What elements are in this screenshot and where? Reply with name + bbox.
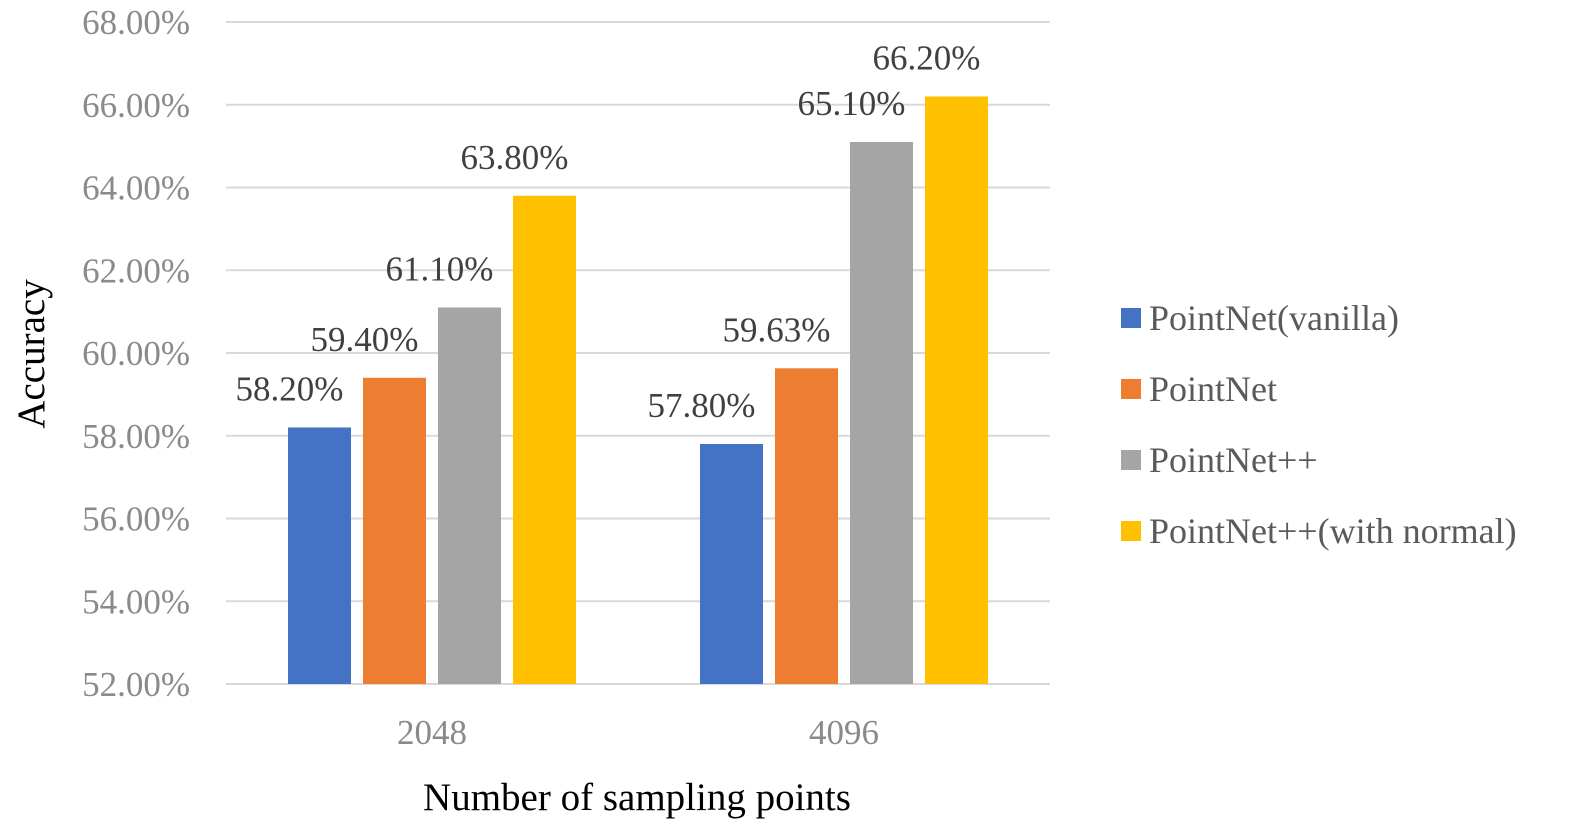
y-axis-ticks: 52.00% 54.00% 56.00% 58.00% 60.00% 62.00% 64.0… (82, 3, 190, 704)
bar (925, 96, 988, 685)
legend-label: PointNet (1149, 369, 1277, 409)
legend-item: PointNet (1121, 369, 1277, 409)
y-tick-label: 58.00% (82, 417, 190, 456)
data-label: 63.80% (461, 138, 569, 177)
bars (288, 96, 988, 685)
x-axis-ticks: 2048 4096 (397, 713, 879, 752)
x-tick-label: 4096 (809, 713, 879, 752)
bar (288, 427, 351, 684)
bar (363, 377, 426, 684)
y-tick-label: 66.00% (82, 86, 190, 125)
legend-label: PointNet++(with normal) (1149, 511, 1517, 551)
data-label: 58.20% (236, 369, 344, 408)
y-axis-title: Accuracy (10, 279, 53, 429)
y-tick-label: 56.00% (82, 500, 190, 539)
data-label: 65.10% (798, 84, 906, 123)
legend-label: PointNet++ (1149, 440, 1318, 480)
bar (438, 307, 501, 684)
y-tick-label: 54.00% (82, 582, 190, 621)
data-label: 59.63% (723, 310, 831, 349)
legend-label: PointNet(vanilla) (1149, 298, 1399, 338)
bar (513, 195, 576, 684)
y-tick-label: 68.00% (82, 3, 190, 42)
legend-swatch (1121, 521, 1141, 541)
y-tick-label: 60.00% (82, 334, 190, 373)
bar (775, 368, 838, 684)
x-tick-label: 2048 (397, 713, 467, 752)
y-tick-label: 52.00% (82, 665, 190, 704)
legend-item: PointNet++(with normal) (1121, 511, 1517, 551)
data-label: 66.20% (873, 38, 981, 77)
legend: PointNet(vanilla) PointNet PointNet++ Point… (1121, 298, 1517, 551)
data-labels: 58.20% 59.40% 61.10% 63.80% 57.80% 59.63% 65.1… (236, 38, 981, 425)
data-label: 61.10% (386, 249, 494, 288)
x-axis-title: Number of sampling points (423, 776, 851, 819)
data-label: 59.40% (311, 320, 419, 359)
legend-swatch (1121, 450, 1141, 470)
bar (700, 444, 763, 684)
legend-swatch (1121, 379, 1141, 399)
data-label: 57.80% (648, 386, 756, 425)
y-tick-label: 62.00% (82, 251, 190, 290)
bar (850, 141, 913, 685)
legend-swatch (1121, 308, 1141, 328)
y-tick-label: 64.00% (82, 169, 190, 208)
legend-item: PointNet++ (1121, 440, 1318, 480)
legend-item: PointNet(vanilla) (1121, 298, 1399, 338)
